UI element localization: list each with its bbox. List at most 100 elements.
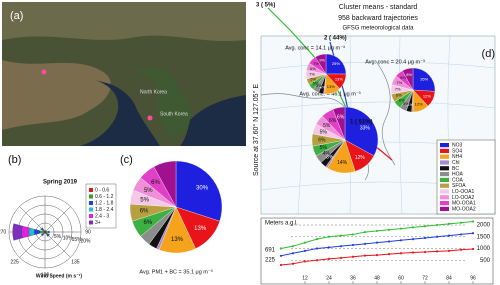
legend-swatch (440, 177, 449, 182)
point (459, 221, 463, 224)
angle-label: 225 (10, 260, 19, 266)
pie-title: Avg. conc = 20.4 μg m⁻³ (365, 59, 425, 65)
wind-bar (46, 230, 49, 234)
point (327, 257, 331, 260)
legend-label: BC (452, 166, 459, 172)
r-tick-label: 5% (54, 234, 62, 240)
legend-label: 1.8 - 2.4 (95, 207, 114, 213)
point (399, 239, 403, 242)
pie-title: Avg. conc. = 46.1 μg m⁻³ (299, 91, 360, 97)
slice-label: 5% (140, 198, 149, 204)
point (375, 229, 379, 233)
legend-swatch (440, 166, 449, 171)
legend-label: LO-OOA2 (452, 195, 474, 201)
slice-label: 7% (396, 80, 402, 85)
point (363, 242, 367, 245)
point (471, 232, 475, 235)
slice-label: 5% (403, 101, 409, 106)
cluster-label: 1 ( 51%) (350, 120, 373, 126)
slice-label: 13% (171, 237, 184, 243)
slice-label: 6% (329, 118, 337, 124)
pie-title: Avg. conc = 14.1 μg m⁻³ (285, 45, 345, 51)
point (303, 241, 307, 244)
map-title: Cluster means - standard (339, 4, 418, 11)
pie-slice (344, 106, 379, 157)
point (315, 238, 319, 241)
slice-label: 6% (396, 93, 402, 98)
wind-bar (12, 223, 23, 241)
r-tick-label: 20% (80, 239, 91, 245)
point (375, 241, 379, 244)
slice-label: 5% (320, 130, 328, 136)
point (327, 235, 331, 238)
y-tick-label: 1000 (477, 246, 491, 252)
panel-label: (c) (120, 154, 133, 166)
legend-swatch (89, 214, 93, 218)
legend-swatch (440, 195, 449, 200)
point (291, 245, 295, 248)
point (363, 254, 367, 257)
wind-bar (28, 227, 35, 237)
point (315, 247, 319, 250)
panel-label: (b) (8, 154, 21, 166)
point (411, 251, 415, 254)
legend-label: NH4 (452, 154, 462, 160)
x-tick-label: 24 (326, 275, 332, 281)
slice-label: 5% (320, 145, 328, 151)
point (291, 262, 295, 265)
point (447, 234, 451, 237)
point (351, 243, 355, 247)
graticule (260, 61, 496, 191)
x-tick-label: 96 (470, 275, 476, 281)
slice-label: 6% (400, 75, 406, 80)
legend-swatch (440, 183, 449, 188)
slice-label: 5% (323, 123, 331, 129)
slice-label: 5% (144, 188, 153, 194)
legend-label: NO3 (452, 143, 463, 149)
x-tick-label: 48 (374, 275, 380, 281)
point (279, 254, 283, 257)
panel-label: (d) (482, 48, 495, 60)
slice-label: 12% (355, 155, 366, 161)
wind-bar (48, 230, 50, 234)
slice-label: 14% (337, 160, 348, 166)
point (351, 233, 355, 236)
point (375, 253, 379, 257)
x-tick-label: 36 (350, 275, 356, 281)
slice-label: 13% (327, 84, 335, 89)
pie-slice (315, 53, 327, 75)
slice-label: 12% (415, 101, 423, 106)
legend-swatch (440, 189, 449, 194)
point (327, 246, 331, 249)
slice-label: 7% (313, 61, 319, 66)
y-tick-label: 500 (480, 258, 491, 264)
point (339, 234, 343, 237)
slice-label: 25% (332, 61, 340, 66)
wind-bar (44, 232, 46, 234)
legend-label: 3+ (95, 220, 101, 226)
y-tick-label: 1500 (477, 234, 491, 240)
pie-slice (175, 160, 223, 222)
point (435, 250, 439, 253)
legend-swatch (89, 201, 93, 205)
panel-label: (a) (10, 10, 23, 22)
wind-bar (34, 229, 40, 235)
point (303, 260, 307, 263)
point (423, 250, 427, 254)
pie-title: Avg. PM1 + BC = 35.1 μg m⁻³ (139, 269, 212, 275)
point (447, 222, 451, 225)
map-peninsula (135, 68, 192, 137)
legend-label: 1.2 - 1.8 (95, 200, 114, 206)
wind-bar (40, 233, 44, 237)
map-land (2, 60, 111, 130)
slice-label: 13% (335, 77, 343, 82)
trajectory-map: (d) (260, 7, 496, 215)
slice-label: 6% (151, 180, 160, 186)
map-land (2, 2, 246, 42)
legend-label: COA (452, 177, 464, 183)
slice-label: 12% (423, 94, 431, 99)
map-sea (80, 80, 160, 146)
wind-bar (39, 230, 44, 234)
